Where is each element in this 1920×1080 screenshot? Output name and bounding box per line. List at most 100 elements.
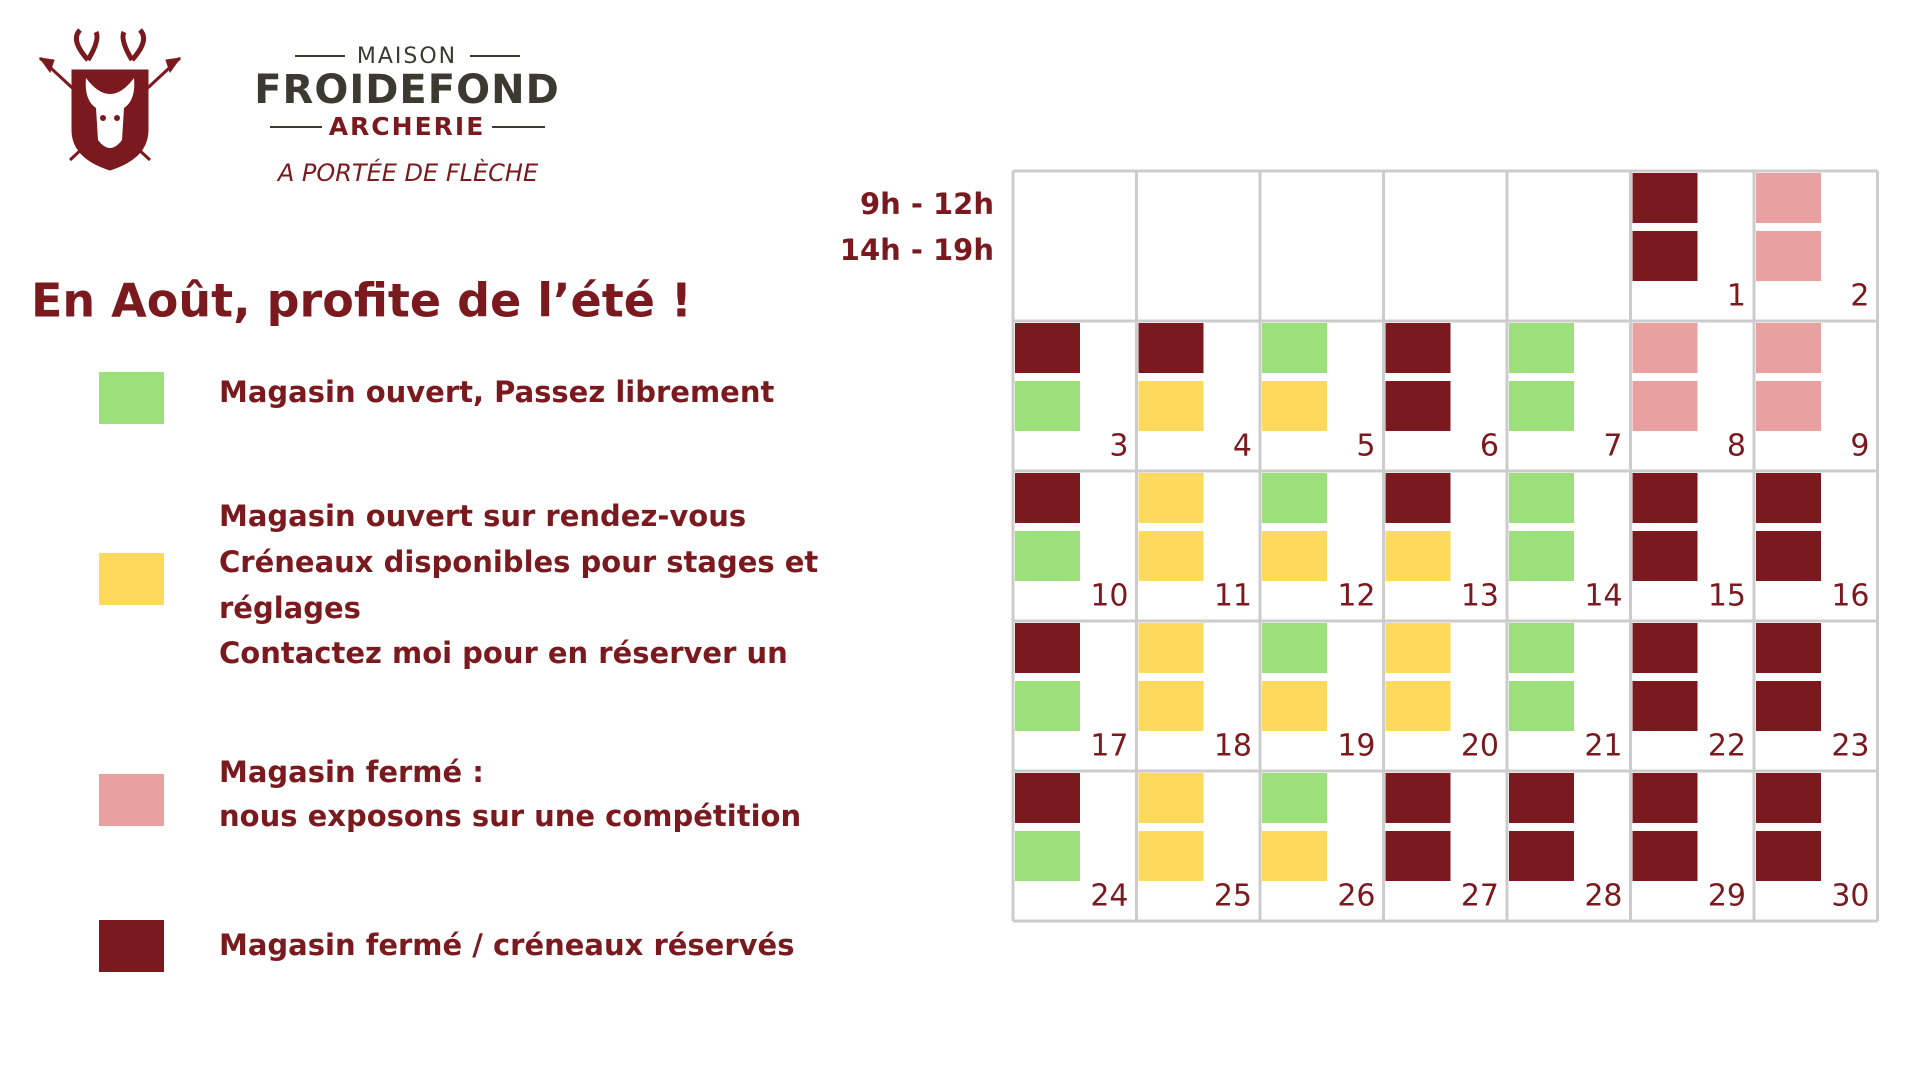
- slot-morning: [1385, 323, 1451, 373]
- slot-afternoon: [1632, 381, 1698, 431]
- slot-morning: [1262, 773, 1327, 823]
- slot-afternoon: [1385, 681, 1451, 731]
- slot-afternoon: [1015, 531, 1080, 581]
- slot-afternoon: [1138, 681, 1204, 731]
- tagline: A PORTÉE DE FLÈCHE: [276, 158, 539, 187]
- day-number: 20: [1461, 729, 1499, 764]
- slot-afternoon: [1385, 531, 1451, 581]
- slot-morning: [1509, 773, 1574, 823]
- slot-afternoon: [1756, 681, 1821, 731]
- day-number: 21: [1584, 729, 1622, 764]
- logo-text: MAISON FROIDEFOND ARCHERIE A PORTÉE DE F…: [254, 44, 560, 187]
- slot-afternoon: [1632, 531, 1698, 581]
- slot-afternoon: [1385, 831, 1451, 881]
- day-number: 23: [1831, 729, 1869, 764]
- day-number: 4: [1233, 429, 1252, 464]
- slot-label: 9h - 12h: [860, 187, 994, 221]
- day-number: 14: [1584, 579, 1622, 614]
- slot-afternoon: [1015, 831, 1080, 881]
- slot-afternoon: [1138, 531, 1204, 581]
- legend-swatch: [99, 553, 164, 605]
- slot-morning: [1015, 623, 1080, 673]
- slot-morning: [1262, 323, 1327, 373]
- day-number: 12: [1337, 579, 1375, 614]
- slot-morning: [1756, 473, 1821, 523]
- day-number: 8: [1727, 429, 1746, 464]
- slot-afternoon: [1509, 831, 1574, 881]
- day-number: 5: [1356, 429, 1375, 464]
- slot-afternoon: [1632, 681, 1698, 731]
- slot-morning: [1015, 473, 1080, 523]
- day-number: 17: [1090, 729, 1128, 764]
- day-number: 18: [1214, 729, 1252, 764]
- legend-text: Magasin ouvert sur rendez-vous: [219, 499, 746, 533]
- slot-afternoon: [1138, 381, 1204, 431]
- slot-morning: [1015, 323, 1080, 373]
- slot-afternoon: [1756, 231, 1821, 281]
- slot-morning: [1632, 623, 1698, 673]
- day-number: 15: [1708, 579, 1746, 614]
- slot-afternoon: [1756, 531, 1821, 581]
- day-number: 26: [1337, 879, 1375, 914]
- slot-morning: [1262, 473, 1327, 523]
- day-number: 29: [1708, 879, 1746, 914]
- day-number: 27: [1461, 879, 1499, 914]
- day-number: 2: [1850, 279, 1869, 314]
- slot-afternoon: [1632, 831, 1698, 881]
- legend-text: Magasin fermé :: [219, 755, 484, 789]
- day-number: 11: [1214, 579, 1252, 614]
- legend-text: Magasin ouvert, Passez librement: [219, 375, 774, 409]
- slot-afternoon: [1262, 381, 1327, 431]
- slot-afternoon: [1756, 831, 1821, 881]
- day-number: 10: [1090, 579, 1128, 614]
- day-number: 25: [1214, 879, 1252, 914]
- day-number: 30: [1831, 879, 1869, 914]
- slot-morning: [1015, 773, 1080, 823]
- legend-text: Magasin fermé / créneaux réservés: [219, 928, 794, 962]
- day-number: 28: [1584, 879, 1622, 914]
- slot-morning: [1509, 323, 1574, 373]
- slot-label: 14h - 19h: [840, 233, 994, 267]
- day-number: 22: [1708, 729, 1746, 764]
- day-number: 7: [1603, 429, 1622, 464]
- brand-top: MAISON: [357, 44, 457, 69]
- day-number: 13: [1461, 579, 1499, 614]
- slot-afternoon: [1015, 381, 1080, 431]
- slot-morning: [1509, 623, 1574, 673]
- slot-morning: [1756, 773, 1821, 823]
- slot-morning: [1509, 473, 1574, 523]
- logo-crest: [38, 28, 182, 171]
- slot-morning: [1385, 623, 1451, 673]
- brand-name: FROIDEFOND: [254, 67, 560, 113]
- slot-afternoon: [1509, 381, 1574, 431]
- slot-afternoon: [1138, 831, 1204, 881]
- slot-morning: [1385, 773, 1451, 823]
- slot-afternoon: [1756, 381, 1821, 431]
- slot-afternoon: [1262, 831, 1327, 881]
- slot-morning: [1756, 323, 1821, 373]
- slot-morning: [1138, 623, 1204, 673]
- slot-morning: [1756, 173, 1821, 223]
- slot-afternoon: [1385, 381, 1451, 431]
- slot-morning: [1138, 473, 1204, 523]
- slot-afternoon: [1015, 681, 1080, 731]
- slot-morning: [1632, 473, 1698, 523]
- legend-swatch: [99, 920, 164, 972]
- day-number: 6: [1480, 429, 1499, 464]
- slot-morning: [1138, 773, 1204, 823]
- legend-swatch: [99, 774, 164, 826]
- slot-afternoon: [1509, 531, 1574, 581]
- slot-afternoon: [1509, 681, 1574, 731]
- title: En Août, profite de l’été !: [31, 274, 692, 328]
- brand-sub: ARCHERIE: [329, 112, 486, 141]
- legend-text: Créneaux disponibles pour stages et: [219, 545, 818, 579]
- slot-morning: [1632, 323, 1698, 373]
- slot-morning: [1756, 623, 1821, 673]
- legend-swatch: [99, 372, 164, 424]
- slot-morning: [1138, 323, 1204, 373]
- legend-text: Contactez moi pour en réserver un: [219, 636, 788, 670]
